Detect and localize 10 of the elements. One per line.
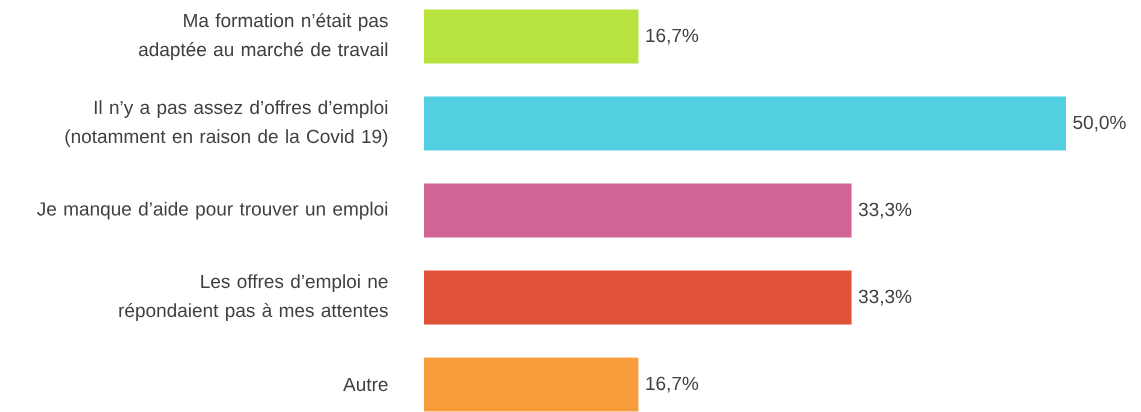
y-tick-label: Les offres d’emploi ne répondaient pas à mes attentes: [119, 274, 388, 321]
data-label: 16,7%: [646, 28, 699, 45]
y-tick-label: Ma formation n’était pas adaptée au marché de travail: [138, 13, 388, 60]
data-label: 33,3%: [858, 289, 912, 306]
y-tick-label: Autre: [343, 377, 388, 392]
data-label: 50,0%: [1073, 115, 1126, 132]
y-tick-label: Il n’y a pas assez d’offres d’emploi (notamment en raison de la Covid 19): [65, 100, 388, 147]
data-label: 16,7%: [646, 376, 699, 393]
data-label: 33,3%: [858, 202, 912, 219]
y-tick-label: Je manque d’aide pour trouver un emploi: [37, 201, 388, 220]
